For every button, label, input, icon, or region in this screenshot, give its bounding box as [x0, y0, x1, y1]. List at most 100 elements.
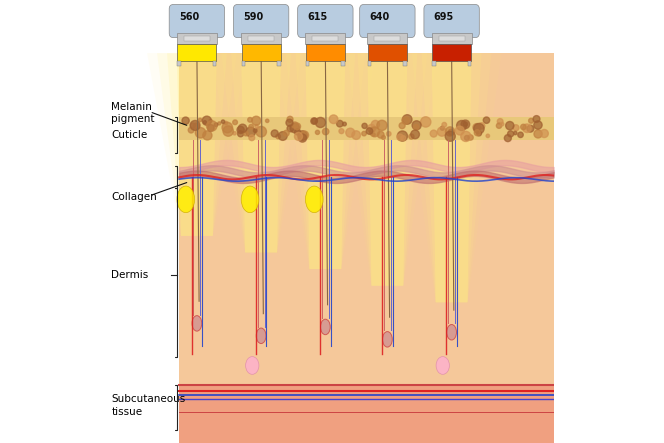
- Circle shape: [527, 125, 534, 132]
- FancyBboxPatch shape: [297, 4, 353, 38]
- Circle shape: [312, 118, 317, 124]
- FancyBboxPatch shape: [467, 61, 471, 66]
- Circle shape: [438, 127, 446, 136]
- Polygon shape: [347, 53, 427, 286]
- FancyBboxPatch shape: [432, 44, 471, 61]
- FancyBboxPatch shape: [432, 33, 471, 44]
- Ellipse shape: [305, 186, 323, 213]
- Circle shape: [507, 131, 514, 137]
- Circle shape: [529, 118, 533, 123]
- Circle shape: [191, 123, 195, 128]
- Polygon shape: [147, 53, 247, 236]
- Circle shape: [474, 130, 480, 136]
- Circle shape: [534, 130, 542, 138]
- FancyBboxPatch shape: [177, 44, 216, 61]
- Circle shape: [221, 120, 224, 124]
- FancyBboxPatch shape: [403, 61, 407, 66]
- FancyBboxPatch shape: [169, 4, 224, 38]
- Circle shape: [362, 131, 367, 136]
- Circle shape: [513, 124, 519, 131]
- Circle shape: [195, 128, 206, 138]
- Circle shape: [533, 116, 540, 122]
- Circle shape: [505, 135, 511, 142]
- FancyBboxPatch shape: [360, 4, 415, 38]
- Text: 640: 640: [369, 12, 390, 23]
- Circle shape: [254, 129, 257, 132]
- Circle shape: [207, 120, 217, 131]
- Polygon shape: [422, 53, 481, 302]
- Circle shape: [223, 126, 233, 136]
- Circle shape: [497, 123, 502, 128]
- Ellipse shape: [241, 186, 259, 213]
- Circle shape: [486, 134, 489, 138]
- Circle shape: [461, 120, 469, 128]
- Bar: [179, 117, 554, 140]
- FancyBboxPatch shape: [306, 61, 309, 66]
- Circle shape: [297, 131, 307, 140]
- Circle shape: [461, 131, 471, 141]
- Polygon shape: [367, 53, 407, 286]
- Circle shape: [290, 124, 299, 133]
- Polygon shape: [241, 53, 281, 253]
- Circle shape: [402, 115, 412, 124]
- Ellipse shape: [246, 357, 259, 374]
- Circle shape: [377, 132, 384, 138]
- Polygon shape: [157, 53, 237, 236]
- FancyBboxPatch shape: [213, 61, 216, 66]
- FancyBboxPatch shape: [242, 61, 245, 66]
- Circle shape: [323, 128, 329, 135]
- Ellipse shape: [321, 319, 330, 335]
- Circle shape: [513, 132, 517, 135]
- FancyBboxPatch shape: [341, 61, 345, 66]
- Circle shape: [246, 127, 256, 137]
- Circle shape: [409, 134, 414, 139]
- Circle shape: [255, 124, 258, 128]
- Circle shape: [377, 120, 387, 131]
- Circle shape: [252, 116, 261, 125]
- FancyBboxPatch shape: [177, 33, 217, 44]
- Ellipse shape: [256, 328, 266, 344]
- Circle shape: [346, 128, 355, 137]
- Ellipse shape: [192, 315, 202, 331]
- Polygon shape: [286, 53, 365, 269]
- Polygon shape: [337, 53, 437, 286]
- Circle shape: [468, 135, 473, 140]
- Circle shape: [362, 123, 367, 128]
- FancyBboxPatch shape: [184, 36, 210, 42]
- Circle shape: [420, 117, 431, 127]
- Circle shape: [397, 134, 403, 140]
- Ellipse shape: [447, 324, 456, 340]
- Circle shape: [222, 122, 232, 133]
- Circle shape: [337, 120, 343, 127]
- Circle shape: [311, 118, 317, 124]
- Polygon shape: [305, 53, 345, 269]
- Circle shape: [402, 117, 409, 124]
- Text: Dermis: Dermis: [112, 270, 149, 280]
- Polygon shape: [231, 53, 291, 253]
- Circle shape: [298, 134, 307, 142]
- Polygon shape: [221, 53, 301, 253]
- FancyBboxPatch shape: [306, 44, 345, 61]
- Circle shape: [256, 126, 266, 137]
- FancyBboxPatch shape: [241, 33, 281, 44]
- Polygon shape: [167, 53, 227, 236]
- Circle shape: [411, 130, 420, 139]
- Circle shape: [294, 123, 301, 130]
- Circle shape: [521, 124, 526, 130]
- Ellipse shape: [382, 331, 392, 347]
- Circle shape: [446, 127, 455, 136]
- Circle shape: [294, 129, 301, 135]
- Circle shape: [209, 119, 212, 122]
- Circle shape: [412, 121, 421, 130]
- Polygon shape: [402, 53, 501, 302]
- Circle shape: [276, 134, 280, 139]
- Circle shape: [343, 122, 347, 126]
- Bar: [179, 53, 554, 385]
- Circle shape: [329, 115, 338, 124]
- Circle shape: [190, 120, 200, 130]
- FancyBboxPatch shape: [374, 36, 400, 42]
- Circle shape: [182, 117, 189, 124]
- Circle shape: [188, 127, 194, 133]
- Circle shape: [237, 126, 244, 133]
- Circle shape: [523, 124, 531, 132]
